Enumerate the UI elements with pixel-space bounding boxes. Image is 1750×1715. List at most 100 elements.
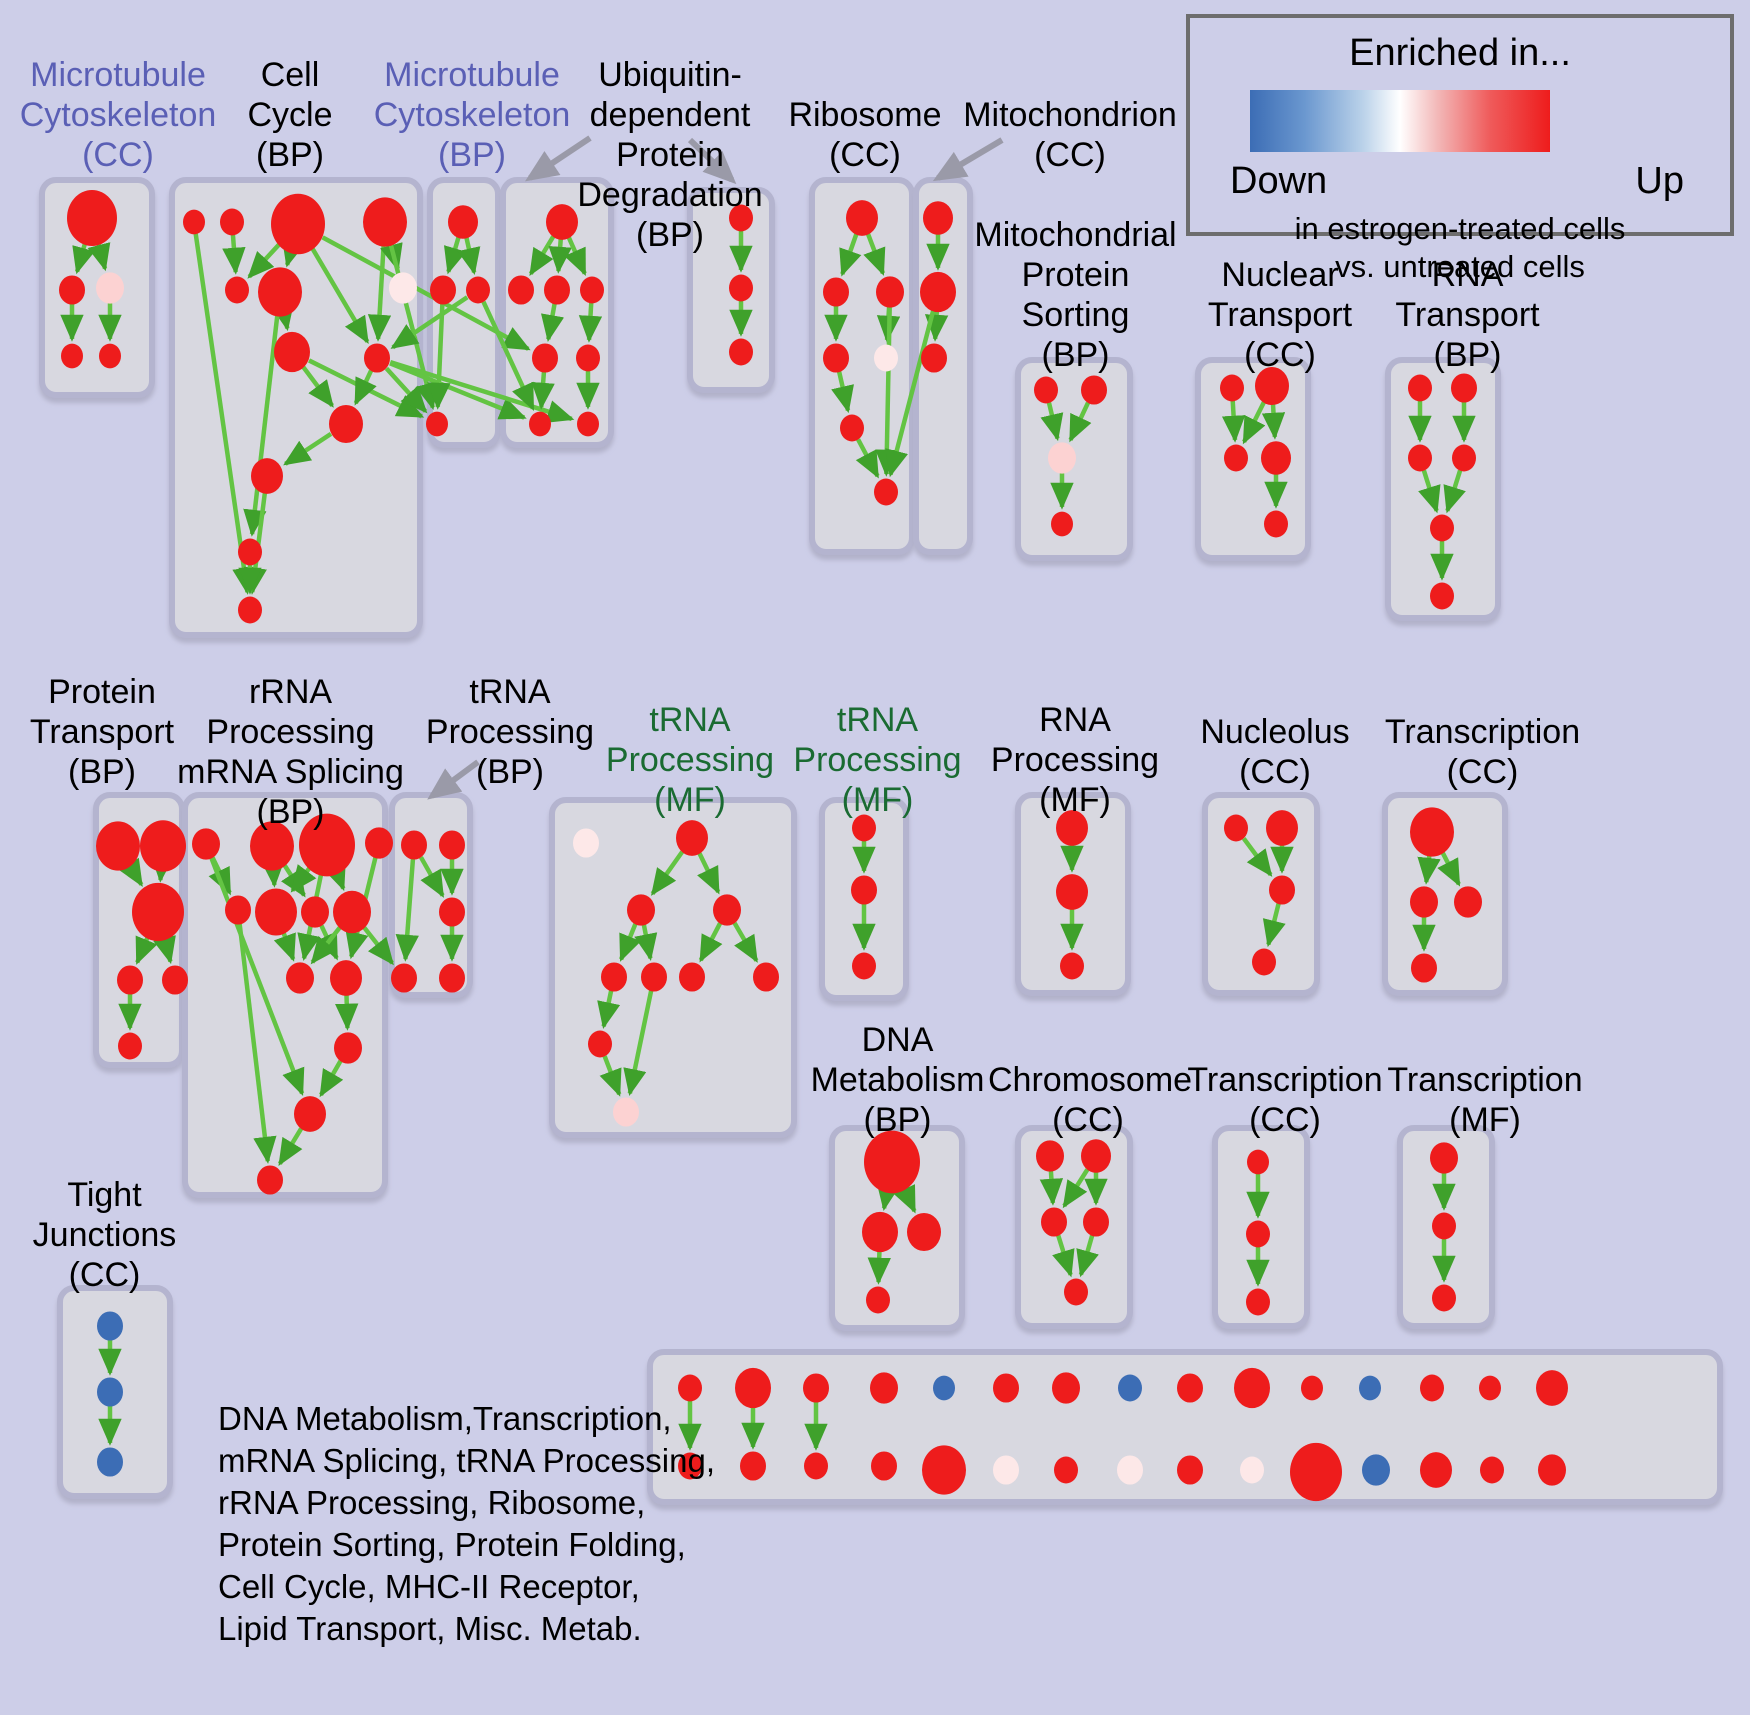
go-term-node[interactable] — [96, 272, 124, 304]
go-term-node[interactable] — [67, 190, 117, 246]
go-term-node[interactable] — [1054, 1456, 1078, 1484]
go-term-node[interactable] — [1290, 1442, 1342, 1502]
go-term-node[interactable] — [238, 596, 262, 624]
go-term-node[interactable] — [1056, 874, 1088, 910]
go-term-node[interactable] — [439, 897, 465, 927]
go-term-node[interactable] — [439, 963, 465, 993]
go-term-node[interactable] — [97, 1447, 123, 1477]
go-term-node[interactable] — [1410, 886, 1438, 918]
go-term-node[interactable] — [923, 201, 953, 235]
go-term-node[interactable] — [132, 882, 184, 942]
go-term-node[interactable] — [874, 478, 898, 506]
go-term-node[interactable] — [529, 411, 551, 437]
go-term-node[interactable] — [753, 962, 779, 992]
go-term-node[interactable] — [508, 275, 534, 305]
go-term-node[interactable] — [740, 1451, 766, 1481]
go-term-node[interactable] — [1269, 875, 1295, 905]
go-term-node[interactable] — [238, 538, 262, 566]
go-term-node[interactable] — [613, 1097, 639, 1127]
go-term-node[interactable] — [1452, 444, 1476, 472]
go-term-node[interactable] — [729, 274, 753, 302]
go-term-node[interactable] — [1036, 1140, 1064, 1172]
go-term-node[interactable] — [1480, 1456, 1504, 1484]
go-term-node[interactable] — [1083, 1207, 1109, 1237]
go-term-node[interactable] — [588, 1030, 612, 1058]
go-term-node[interactable] — [1536, 1370, 1568, 1406]
go-term-node[interactable] — [729, 338, 753, 366]
go-term-node[interactable] — [97, 1377, 123, 1407]
go-term-node[interactable] — [1408, 444, 1432, 472]
go-term-node[interactable] — [1432, 1212, 1456, 1240]
go-term-node[interactable] — [874, 344, 898, 372]
go-term-node[interactable] — [330, 960, 362, 996]
go-term-node[interactable] — [1177, 1455, 1203, 1485]
go-term-node[interactable] — [1252, 948, 1276, 976]
go-term-node[interactable] — [1064, 1278, 1088, 1306]
go-term-node[interactable] — [1034, 376, 1058, 404]
go-term-node[interactable] — [1246, 1288, 1270, 1316]
go-term-node[interactable] — [1430, 514, 1454, 542]
go-term-node[interactable] — [576, 344, 600, 372]
go-term-node[interactable] — [1224, 814, 1248, 842]
go-term-node[interactable] — [803, 1373, 829, 1403]
go-term-node[interactable] — [99, 343, 121, 369]
go-term-node[interactable] — [401, 830, 427, 860]
go-term-node[interactable] — [1117, 1455, 1143, 1485]
go-term-node[interactable] — [907, 1212, 941, 1252]
go-term-node[interactable] — [430, 275, 456, 305]
go-term-node[interactable] — [1081, 375, 1107, 405]
go-term-node[interactable] — [676, 820, 708, 856]
go-term-node[interactable] — [601, 962, 627, 992]
go-term-node[interactable] — [1430, 582, 1454, 610]
go-term-node[interactable] — [1420, 1374, 1444, 1402]
go-term-node[interactable] — [1359, 1375, 1381, 1401]
go-term-node[interactable] — [1430, 1142, 1458, 1174]
go-term-node[interactable] — [1538, 1454, 1566, 1486]
go-term-node[interactable] — [1420, 1452, 1452, 1488]
go-term-node[interactable] — [286, 962, 314, 994]
go-term-node[interactable] — [334, 1032, 362, 1064]
go-term-node[interactable] — [162, 965, 188, 995]
go-term-node[interactable] — [993, 1455, 1019, 1485]
go-term-node[interactable] — [466, 276, 490, 304]
go-term-node[interactable] — [804, 1452, 828, 1480]
go-term-node[interactable] — [97, 1311, 123, 1341]
go-term-node[interactable] — [1479, 1375, 1501, 1401]
go-term-node[interactable] — [1411, 953, 1437, 983]
go-term-node[interactable] — [1041, 1207, 1067, 1237]
go-term-node[interactable] — [870, 1372, 898, 1404]
go-term-node[interactable] — [363, 197, 407, 247]
go-term-node[interactable] — [876, 276, 904, 308]
go-term-node[interactable] — [251, 458, 283, 494]
go-term-node[interactable] — [426, 411, 448, 437]
go-term-node[interactable] — [96, 821, 140, 871]
go-term-node[interactable] — [993, 1373, 1019, 1403]
go-term-node[interactable] — [851, 875, 877, 905]
go-term-node[interactable] — [1301, 1375, 1323, 1401]
go-term-node[interactable] — [448, 205, 478, 239]
go-term-node[interactable] — [1261, 441, 1291, 475]
go-term-node[interactable] — [61, 343, 83, 369]
go-term-node[interactable] — [573, 828, 599, 858]
go-term-node[interactable] — [1224, 444, 1248, 472]
go-term-node[interactable] — [1247, 1149, 1269, 1175]
go-term-node[interactable] — [735, 1367, 771, 1409]
go-term-node[interactable] — [364, 343, 390, 373]
go-term-node[interactable] — [1234, 1367, 1270, 1409]
go-term-node[interactable] — [1081, 1139, 1111, 1173]
go-term-node[interactable] — [840, 414, 864, 442]
go-term-node[interactable] — [580, 276, 604, 304]
go-term-node[interactable] — [852, 952, 876, 980]
go-term-node[interactable] — [933, 1375, 955, 1401]
go-term-node[interactable] — [274, 331, 310, 373]
go-term-node[interactable] — [823, 343, 849, 373]
go-term-node[interactable] — [294, 1096, 326, 1132]
go-term-node[interactable] — [862, 1211, 898, 1253]
go-term-node[interactable] — [1410, 807, 1454, 857]
go-term-node[interactable] — [641, 962, 667, 992]
go-term-node[interactable] — [679, 962, 705, 992]
go-term-node[interactable] — [220, 208, 244, 236]
go-term-node[interactable] — [921, 343, 947, 373]
go-term-node[interactable] — [920, 271, 956, 313]
go-term-node[interactable] — [1060, 952, 1084, 980]
